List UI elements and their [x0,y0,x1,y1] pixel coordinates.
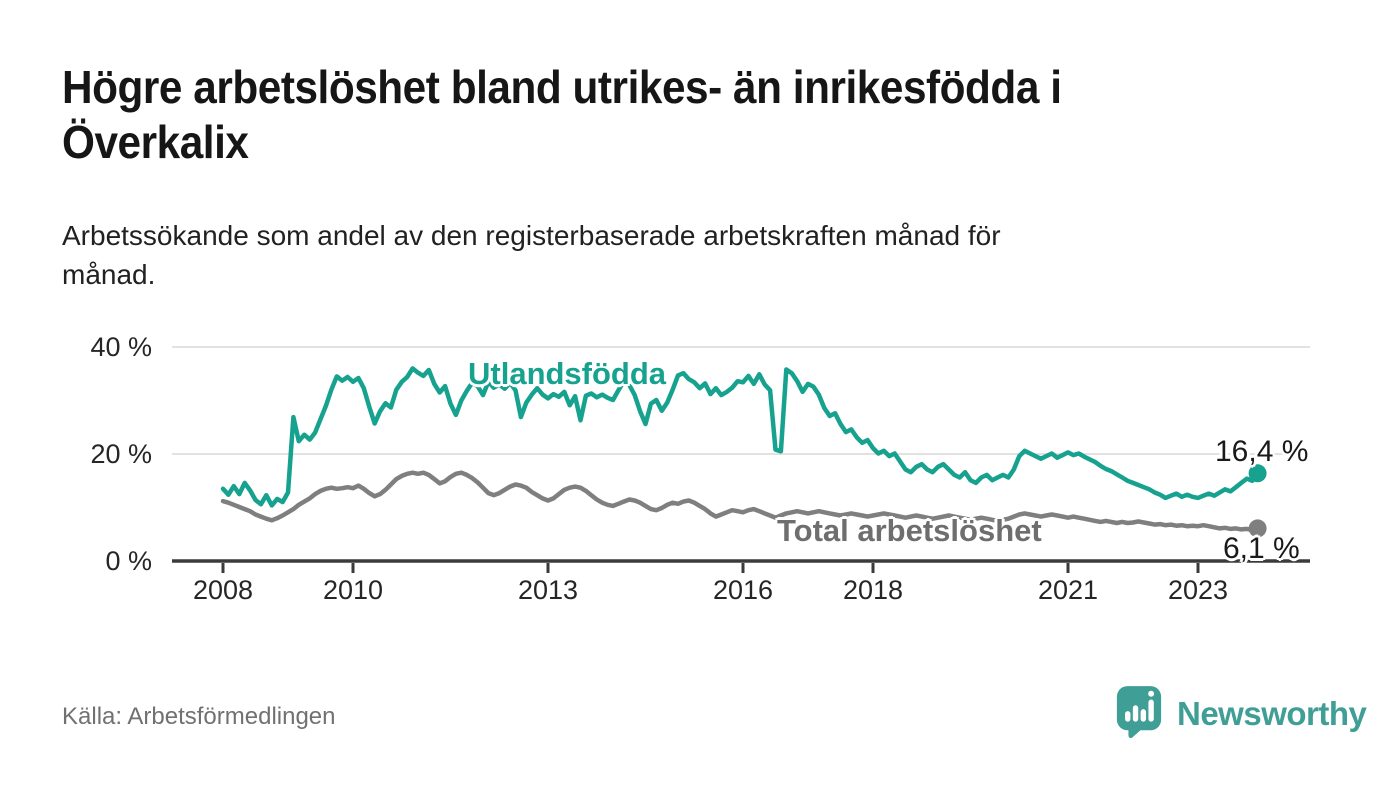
page-title-line-2: Överkalix [62,116,249,169]
logo-exclamation-dot [1148,690,1155,697]
y-axis-tick-label: 20 % [90,439,152,469]
page-subtitle-line-2: månad. [62,259,156,291]
source-note: Källa: Arbetsförmedlingen [62,703,336,730]
x-axis-tick-label: 2021 [1037,575,1099,605]
x-axis-tick-label: 2018 [842,575,904,605]
x-axis-tick-label: 2013 [517,575,579,605]
series-end-dot [1248,464,1267,483]
page-subtitle: Arbetssökande som andel av den registerb… [62,216,1001,294]
newsworthy-logo-icon [1116,686,1162,739]
series-line [220,366,1260,508]
series-label-total-arbetsloshet: Total arbetslöshet [777,513,1042,548]
newsworthy-logo: Newsworthy [1114,684,1367,742]
x-axis-tick-label: 2010 [322,575,384,605]
x-axis-tick-label: 2008 [192,575,254,605]
series-line [220,470,1260,533]
page-subtitle-line-1: Arbetssökande som andel av den registerb… [62,220,1001,251]
end-value-label-utlandsfodda: 16,4 % [1215,435,1309,468]
x-axis-tick-label: 2016 [712,575,774,605]
x-axis-tick-label: 2023 [1167,575,1229,605]
end-value-label-total: 6,1 % [1223,532,1300,565]
page-title-line-1: Högre arbetslöshet bland utrikes- än inr… [62,61,1062,113]
logo-bar-3 [1140,709,1147,722]
page-title: Högre arbetslöshet bland utrikes- än inr… [62,60,1062,170]
y-axis-tick-label: 0 % [105,546,152,576]
logo-exclamation-bar [1148,699,1154,722]
series-end-dot [1248,519,1267,538]
logo-bar-1 [1125,711,1131,722]
series-label-utlandsfodda: Utlandsfödda [468,356,667,391]
y-axis-tick-label: 40 % [90,332,152,362]
brand-name: Newsworthy [1177,695,1367,732]
logo-bar-2 [1132,705,1139,722]
